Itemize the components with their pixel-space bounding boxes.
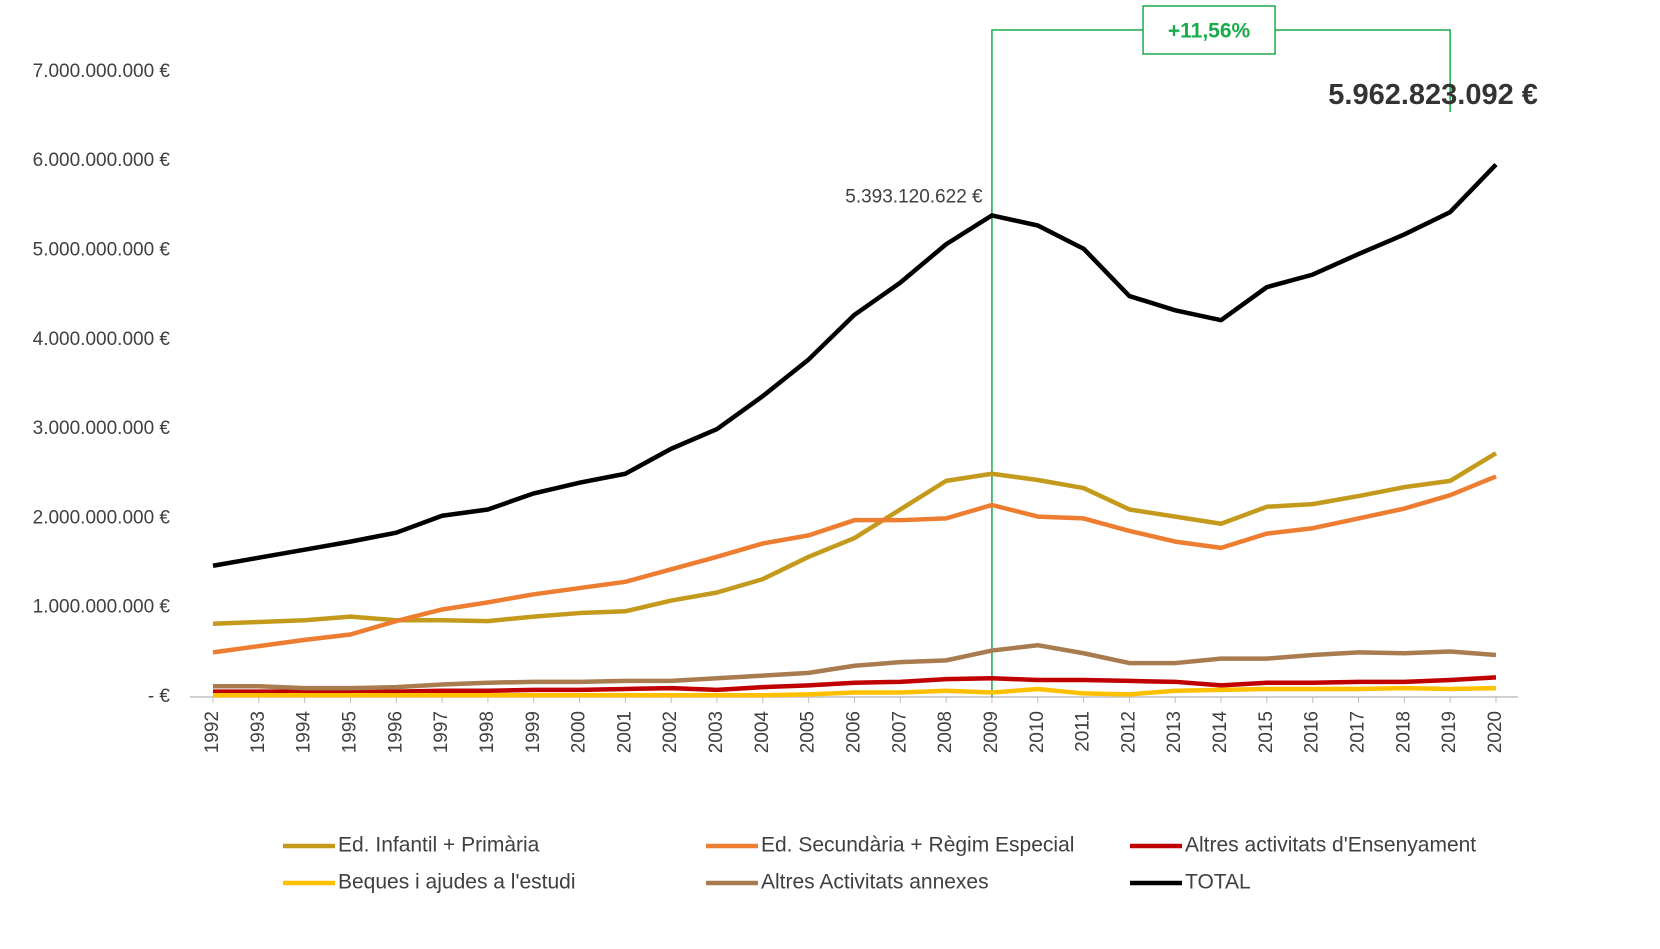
- x-tick-label: 2007: [889, 711, 910, 753]
- x-tick-label: 2004: [752, 711, 773, 754]
- x-tick-label: 2001: [614, 711, 635, 753]
- x-tick-label: 2017: [1348, 711, 1369, 753]
- x-tick-label: 2009: [981, 711, 1002, 753]
- x-tick-label: 2005: [798, 711, 819, 753]
- y-tick-label: - €: [148, 686, 171, 707]
- x-tick-label: 2000: [569, 711, 590, 753]
- legend-label: Altres Activitats annexes: [761, 871, 989, 894]
- x-tick-label: 1996: [385, 711, 406, 753]
- y-tick-label: 1.000.000.000 €: [33, 597, 171, 618]
- x-tick-label: 2016: [1302, 711, 1323, 753]
- x-tick-label: 2018: [1393, 711, 1414, 753]
- x-tick-label: 2013: [1164, 711, 1185, 753]
- data-label: 5.962.823.092 €: [1328, 79, 1538, 111]
- x-tick-label: 2012: [1118, 711, 1139, 753]
- annotation-text: +11,56%: [1168, 20, 1251, 43]
- x-tick-label: 1999: [523, 711, 544, 753]
- y-tick-label: 3.000.000.000 €: [33, 418, 171, 439]
- series-line: [212, 474, 1497, 655]
- annotation-box: [1142, 5, 1276, 55]
- x-tick-label: 2010: [1027, 711, 1048, 753]
- x-tick-label: 1997: [431, 711, 452, 753]
- series-line: [212, 162, 1498, 568]
- annotation-bracket: [991, 29, 1451, 697]
- y-tick-label: 2.000.000.000 €: [33, 507, 171, 528]
- x-tick-label: 2020: [1485, 711, 1506, 753]
- series-line: [213, 675, 1497, 694]
- x-tick-label: 2011: [1073, 711, 1094, 752]
- y-tick-label: 5.000.000.000 €: [33, 240, 171, 261]
- legend-label: TOTAL: [1185, 871, 1251, 894]
- legend-label: Ed. Secundària + Règim Especial: [761, 834, 1074, 857]
- series-line: [213, 642, 1497, 691]
- series-line: [212, 451, 1498, 627]
- x-tick-label: 2006: [843, 711, 864, 753]
- x-tick-label: 2002: [660, 711, 681, 753]
- data-label: 5.393.120.622 €: [845, 186, 983, 207]
- x-tick-label: 1995: [339, 711, 360, 753]
- y-tick-label: 4.000.000.000 €: [33, 329, 171, 350]
- x-tick-label: 2003: [706, 711, 727, 753]
- x-tick-label: 1992: [202, 711, 223, 753]
- legend-label: Altres activitats d'Ensenyament: [1185, 834, 1476, 857]
- y-tick-label: 6.000.000.000 €: [33, 150, 171, 171]
- legend-label: Beques i ajudes a l'estudi: [338, 871, 576, 894]
- y-tick-label: 7.000.000.000 €: [33, 61, 171, 82]
- x-tick-label: 2008: [935, 711, 956, 753]
- x-tick-label: 1993: [248, 711, 269, 753]
- legend-label: Ed. Infantil + Primària: [338, 834, 540, 857]
- x-tick-label: 1994: [294, 711, 315, 754]
- x-tick-label: 2014: [1210, 711, 1231, 754]
- x-tick-label: 2015: [1256, 711, 1277, 753]
- x-tick-label: 1998: [477, 711, 498, 753]
- x-tick-label: 2019: [1439, 711, 1460, 753]
- series-line: [213, 685, 1497, 698]
